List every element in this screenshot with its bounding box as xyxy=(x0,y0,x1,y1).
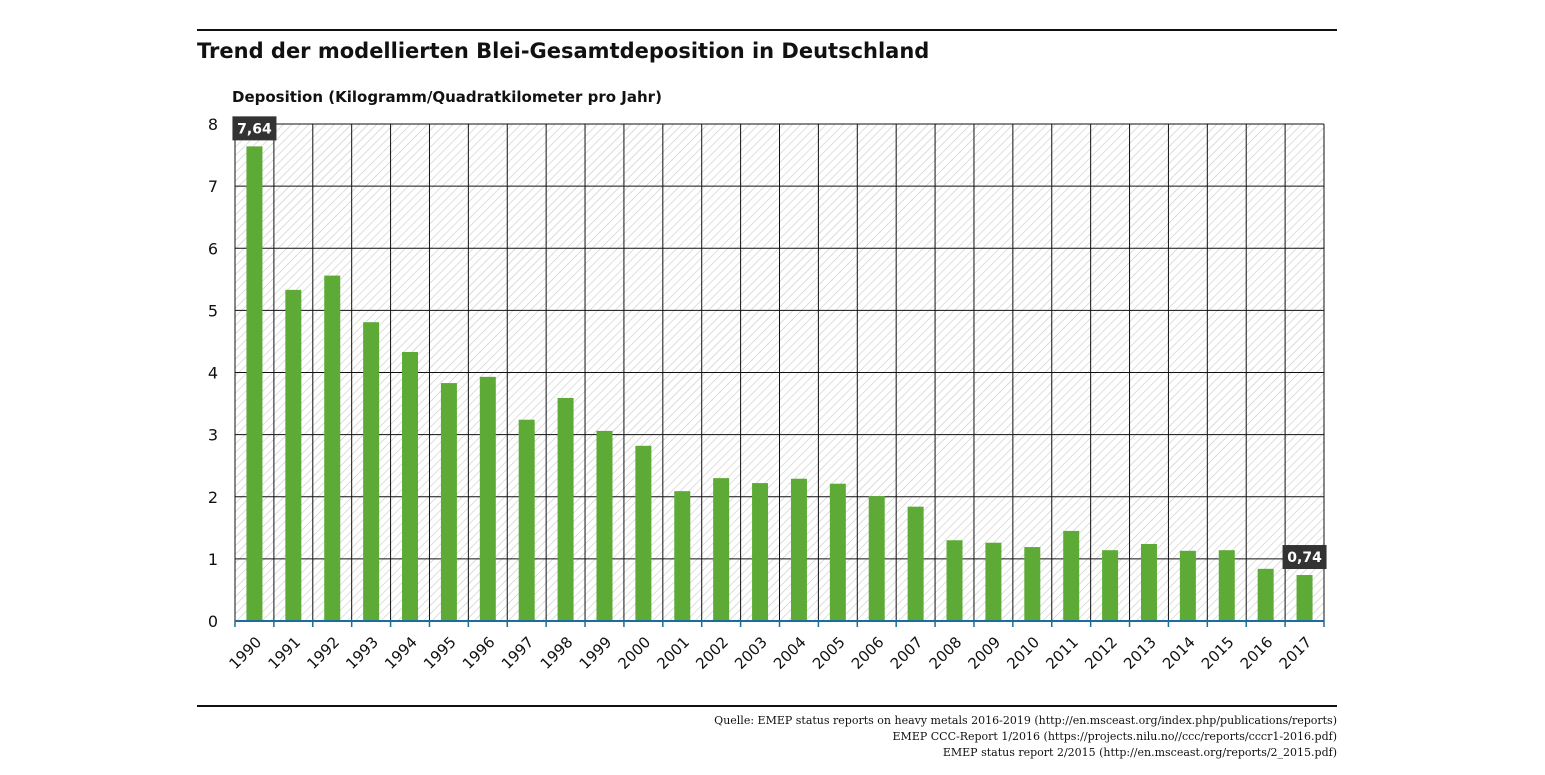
x-tick-label: 2010 xyxy=(1003,633,1043,673)
y-tick-label: 6 xyxy=(208,239,218,258)
bar-1996 xyxy=(479,376,496,621)
bar-1991 xyxy=(285,289,302,621)
bar-2013 xyxy=(1140,543,1157,621)
y-tick-label: 4 xyxy=(208,364,218,383)
source-line-1: Quelle: EMEP status reports on heavy met… xyxy=(714,714,1337,727)
y-tick-label: 5 xyxy=(208,301,218,320)
x-tick-label: 2006 xyxy=(848,633,888,673)
bar-2015 xyxy=(1218,550,1235,621)
x-tick-label: 2004 xyxy=(770,633,810,673)
bar-1999 xyxy=(596,430,613,621)
bar-2014 xyxy=(1179,550,1196,621)
bar-1998 xyxy=(557,397,574,621)
bar-2008 xyxy=(946,540,963,621)
x-tick-label: 2011 xyxy=(1042,633,1082,673)
x-tick-label: 2000 xyxy=(614,633,654,673)
y-tick-label: 0 xyxy=(208,612,218,631)
y-tick-label: 1 xyxy=(208,550,218,569)
x-tick-label: 1998 xyxy=(537,633,577,673)
data-label-box xyxy=(1282,545,1327,570)
y-tick-label: 8 xyxy=(208,115,218,134)
bar-1997 xyxy=(518,419,535,621)
bar-2010 xyxy=(1024,547,1041,621)
source-line-2: EMEP CCC-Report 1/2016 (https://projects… xyxy=(893,730,1337,743)
x-tick-label: 1993 xyxy=(342,633,382,673)
y-tick-label: 3 xyxy=(208,426,218,445)
bar-1995 xyxy=(440,383,457,621)
bar-2009 xyxy=(985,542,1002,621)
y-axis-label: Deposition (Kilogramm/Quadratkilometer p… xyxy=(232,88,662,106)
source-line-3: EMEP status report 2/2015 (http://en.msc… xyxy=(943,746,1337,759)
x-tick-label: 1992 xyxy=(303,633,343,673)
x-tick-label: 2001 xyxy=(653,633,693,673)
x-tick-label: 2015 xyxy=(1198,633,1238,673)
x-tick-label: 1990 xyxy=(226,633,266,673)
x-tick-label: 2013 xyxy=(1120,633,1160,673)
bar-2002 xyxy=(713,478,730,621)
bar-2007 xyxy=(907,506,924,621)
bar-2001 xyxy=(674,491,691,621)
bar-1990 xyxy=(246,146,263,622)
bar-2017 xyxy=(1296,575,1313,621)
y-tick-label: 7 xyxy=(208,177,218,196)
x-tick-label: 1991 xyxy=(264,633,304,673)
chart-title: Trend der modellierten Blei-Gesamtdeposi… xyxy=(197,39,929,63)
x-tick-label: 2002 xyxy=(692,633,732,673)
x-tick-label: 2017 xyxy=(1276,633,1316,673)
x-tick-label: 2016 xyxy=(1237,633,1277,673)
bar-2004 xyxy=(790,478,807,621)
x-tick-label: 2005 xyxy=(809,633,849,673)
bar-2012 xyxy=(1102,550,1119,621)
x-tick-label: 1994 xyxy=(381,633,421,673)
x-tick-label: 2014 xyxy=(1159,633,1199,673)
x-tick-label: 2003 xyxy=(731,633,771,673)
bar-2005 xyxy=(829,483,846,621)
x-tick-label: 1995 xyxy=(420,633,460,673)
bar-2011 xyxy=(1063,530,1080,621)
bar-2003 xyxy=(752,483,769,621)
x-tick-label: 1996 xyxy=(459,633,499,673)
x-tick-label: 1999 xyxy=(576,633,616,673)
x-tick-label: 2009 xyxy=(965,633,1005,673)
x-tick-label: 1997 xyxy=(498,633,538,673)
data-label: 0,74 xyxy=(1287,550,1322,566)
data-label: 7,64 xyxy=(237,121,272,137)
x-tick-label: 2012 xyxy=(1081,633,1121,673)
bar-1993 xyxy=(363,322,380,621)
y-tick-label: 2 xyxy=(208,488,218,507)
bar-1994 xyxy=(402,351,419,621)
x-tick-label: 2007 xyxy=(887,633,927,673)
bar-2000 xyxy=(635,445,652,621)
bar-2016 xyxy=(1257,568,1274,621)
bar-1992 xyxy=(324,275,341,621)
x-tick-label: 2008 xyxy=(926,633,966,673)
bar-2006 xyxy=(868,496,885,621)
data-label-box xyxy=(232,116,277,141)
